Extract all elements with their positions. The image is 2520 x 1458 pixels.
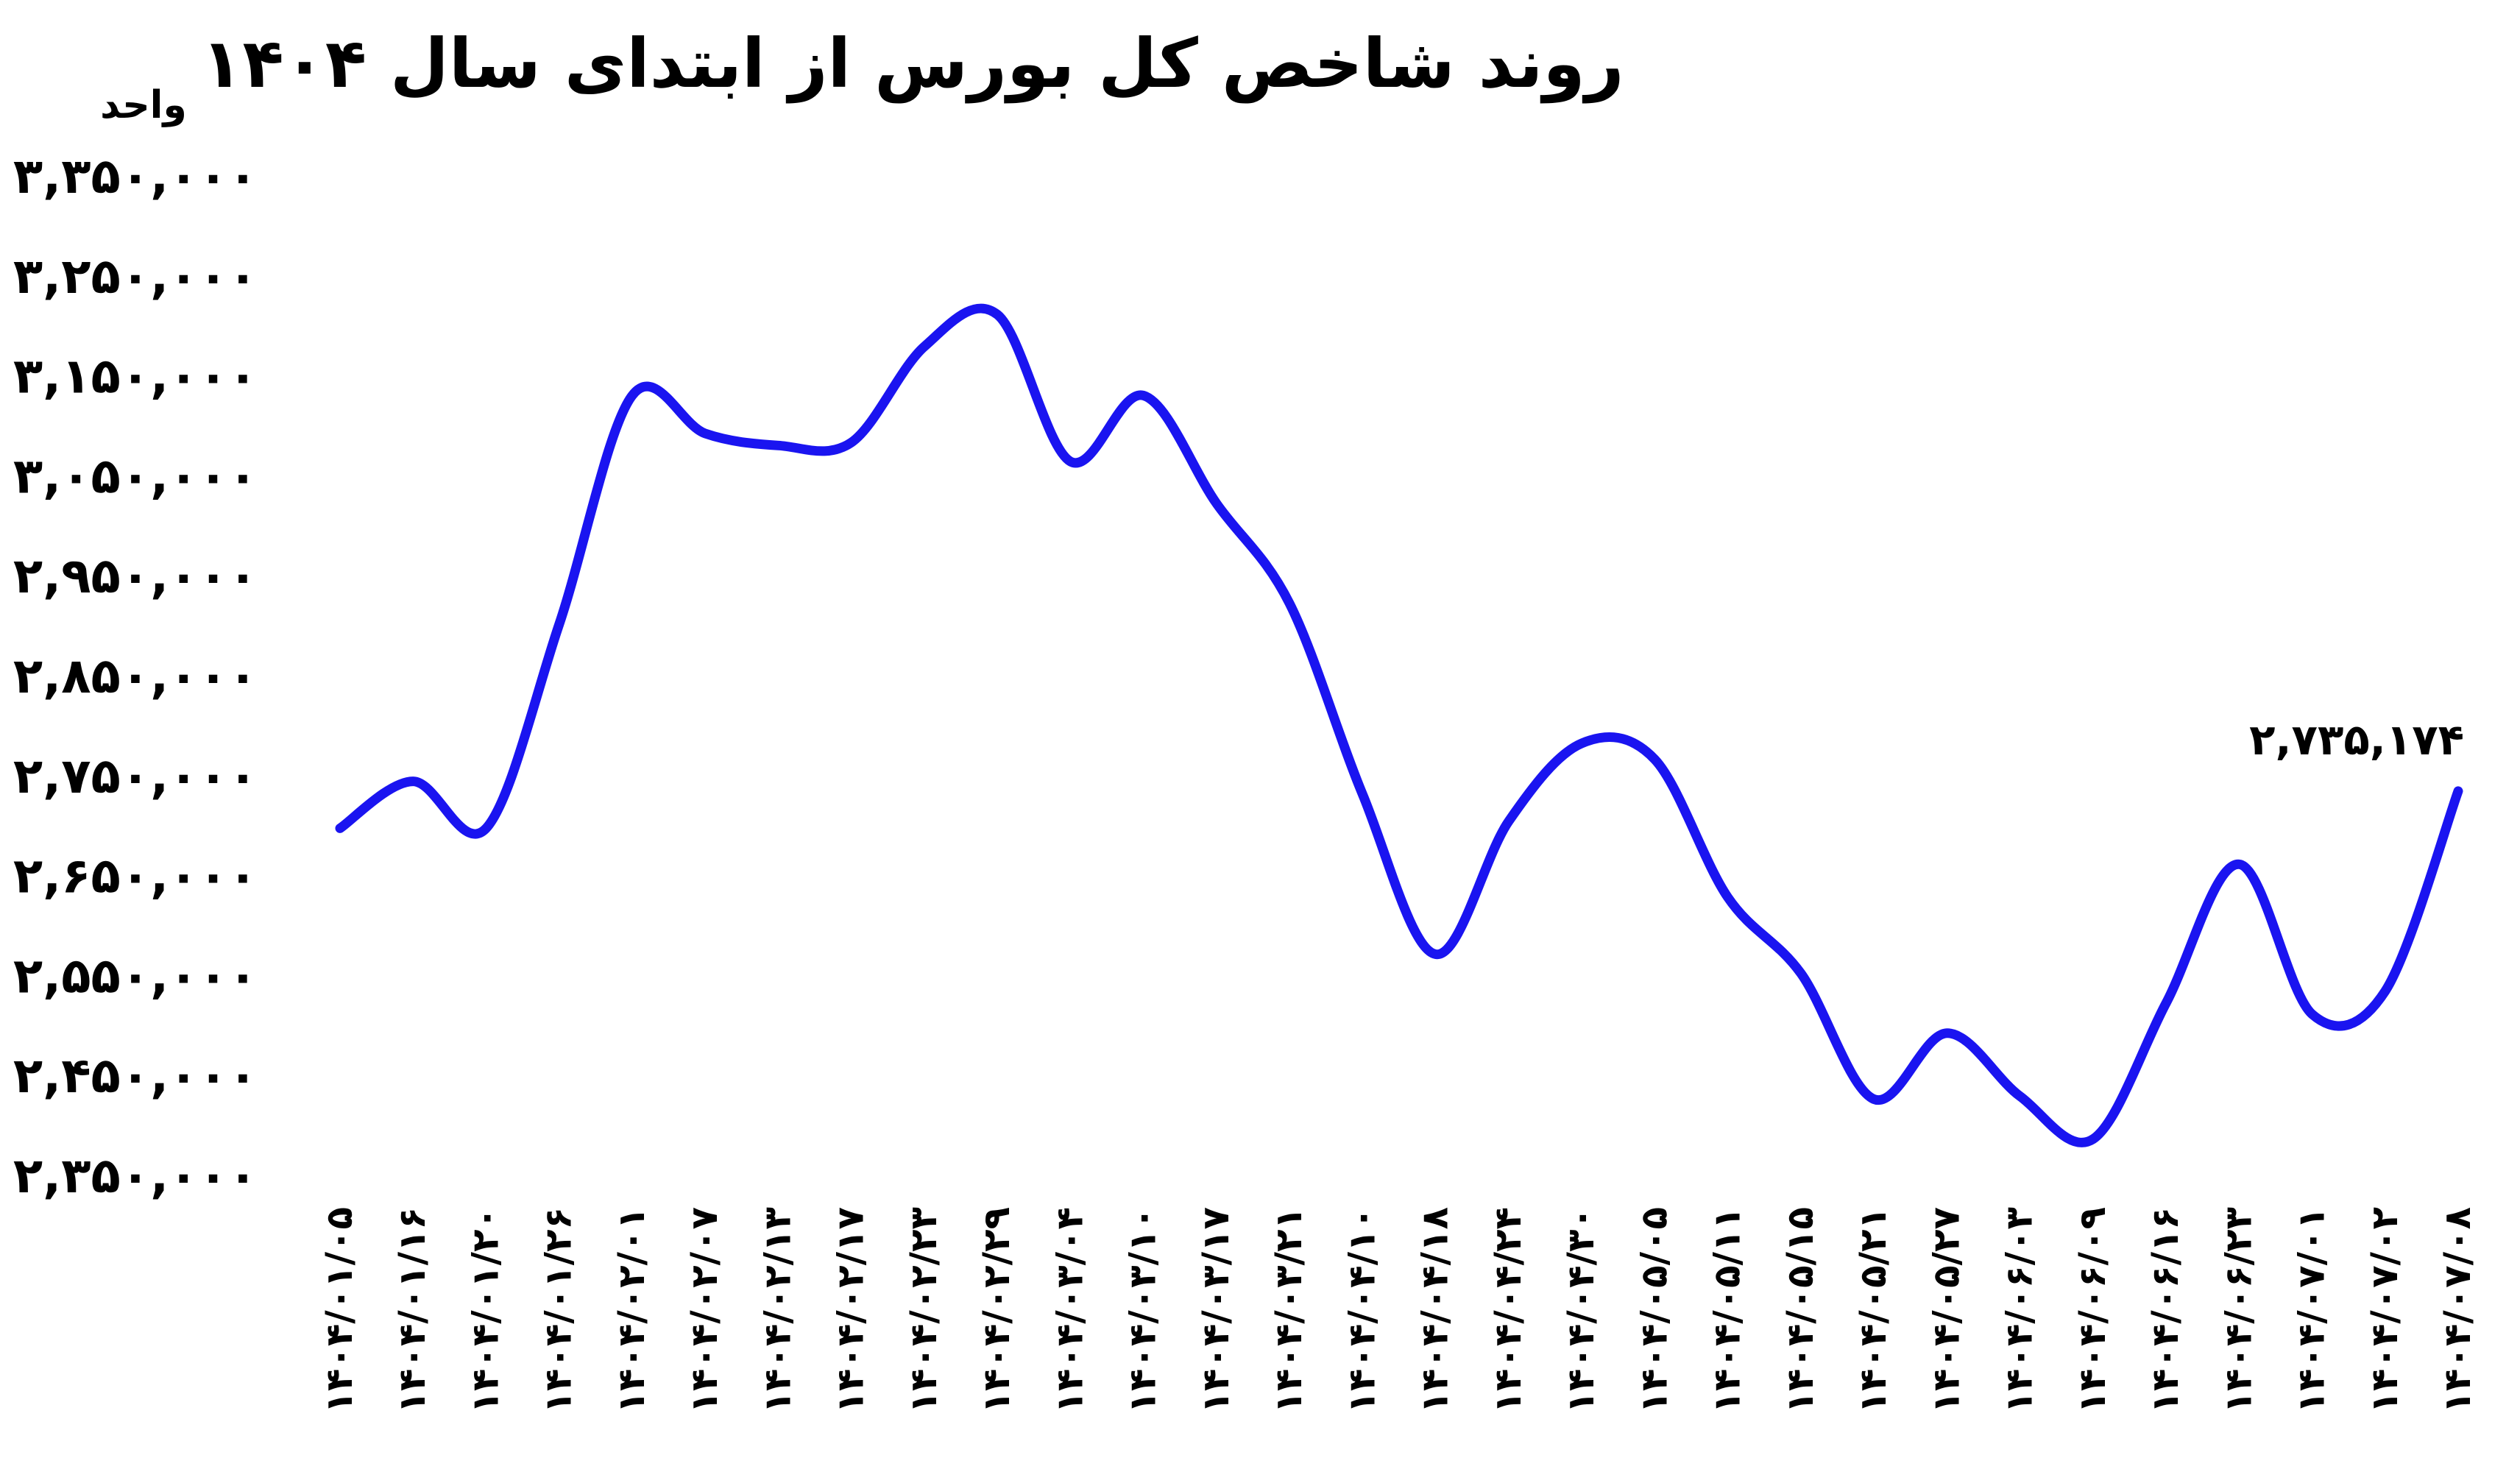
x-tick-label: ۱۴۰۴/۰۲/۰۷ <box>683 1207 726 1414</box>
data-point <box>2162 999 2170 1008</box>
data-point <box>993 310 1002 319</box>
y-tick-label: ۳,۰۵۰,۰۰۰ <box>13 447 258 504</box>
data-point <box>1431 950 1440 959</box>
plot-area: ۲,۷۳۵,۱۷۴ <box>335 303 2464 1147</box>
data-point <box>1504 817 1513 826</box>
x-tick-label: ۱۴۰۴/۰۶/۰۹ <box>2071 1207 2114 1414</box>
data-point <box>1358 790 1367 799</box>
data-point <box>1139 391 1148 400</box>
data-point <box>1577 739 1586 748</box>
data-point <box>847 438 856 447</box>
data-point <box>1724 893 1733 902</box>
x-tick-label: ۱۴۰۴/۰۶/۲۳ <box>2217 1207 2259 1414</box>
x-tick-label: ۱۴۰۴/۰۶/۰۳ <box>1998 1207 2041 1414</box>
x-tick-label: ۱۴۰۴/۰۲/۱۷ <box>829 1207 872 1414</box>
data-point <box>774 441 782 450</box>
data-point <box>1650 755 1659 764</box>
data-point <box>1285 599 1294 608</box>
data-point <box>2308 1010 2317 1019</box>
y-tick-label: ۲,۶۵۰,۰۰۰ <box>13 848 258 905</box>
x-tick-label: ۱۴۰۴/۰۶/۱۶ <box>2144 1207 2187 1414</box>
data-point <box>701 429 709 438</box>
y-tick-label: ۲,۸۵۰,۰۰۰ <box>13 648 258 704</box>
y-tick-label: ۲,۳۵۰,۰۰۰ <box>13 1147 258 1204</box>
y-tick-label: ۲,۹۵۰,۰۰۰ <box>13 548 258 604</box>
x-tick-label: ۱۴۰۴/۰۴/۳۰ <box>1560 1207 1602 1414</box>
data-point <box>481 824 490 832</box>
x-tick-label: ۱۴۰۴/۰۳/۲۱ <box>1267 1207 1310 1414</box>
data-point <box>2016 1091 2025 1100</box>
y-tick-label: ۳,۳۵۰,۰۰۰ <box>13 148 258 205</box>
data-point <box>336 824 344 832</box>
data-point <box>1869 1094 1878 1103</box>
x-tick-label: ۱۴۰۴/۰۴/۱۸ <box>1414 1207 1457 1414</box>
x-tick-label: ۱۴۰۴/۰۵/۰۵ <box>1632 1207 1675 1414</box>
x-tick-label: ۱۴۰۴/۰۷/۰۸ <box>2436 1207 2479 1414</box>
x-tick-label: ۱۴۰۴/۰۲/۲۹ <box>975 1207 1018 1414</box>
x-tick-label: ۱۴۰۴/۰۴/۲۴ <box>1487 1207 1529 1414</box>
x-tick-label: ۱۴۰۴/۰۱/۲۶ <box>537 1207 580 1414</box>
x-tick-label: ۱۴۰۴/۰۳/۱۷ <box>1194 1207 1237 1414</box>
y-tick-label: ۳,۲۵۰,۰۰۰ <box>13 248 258 305</box>
chart-title: روند شاخص کل بورس از ابتدای سال ۱۴۰۴ <box>201 24 1624 104</box>
last-value-label: ۲,۷۳۵,۱۷۴ <box>2249 715 2464 765</box>
data-point <box>1797 969 1805 977</box>
y-tick-label: ۲,۵۵۰,۰۰۰ <box>13 947 258 1004</box>
x-tick-label: ۱۴۰۴/۰۵/۱۵ <box>1779 1207 1822 1414</box>
x-tick-label: ۱۴۰۴/۰۵/۲۷ <box>1925 1207 1967 1414</box>
y-tick-label: ۲,۷۵۰,۰۰۰ <box>13 748 258 804</box>
data-point <box>2089 1135 2098 1144</box>
data-point <box>555 620 564 629</box>
index-series-line <box>335 303 2463 1147</box>
x-tick-label: ۱۴۰۴/۰۲/۰۱ <box>610 1207 653 1414</box>
data-point <box>1212 499 1221 508</box>
y-axis-ticks: ۲,۳۵۰,۰۰۰ ۲,۴۵۰,۰۰۰ ۲,۵۵۰,۰۰۰ ۲,۶۵۰,۰۰۰ ۲,۷۵… <box>13 148 258 1204</box>
x-tick-label: ۱۴۰۴/۰۷/۰۱ <box>2290 1207 2333 1414</box>
x-tick-label: ۱۴۰۴/۰۱/۰۵ <box>318 1207 361 1414</box>
x-tick-label: ۱۴۰۴/۰۳/۱۰ <box>1122 1207 1164 1414</box>
x-tick-label: ۱۴۰۴/۰۷/۰۲ <box>2363 1207 2406 1414</box>
x-tick-label: ۱۴۰۴/۰۵/۲۱ <box>1852 1207 1894 1414</box>
x-tick-label: ۱۴۰۴/۰۲/۱۳ <box>756 1207 799 1414</box>
data-point <box>2454 787 2463 796</box>
y-axis-unit-label: واحد <box>100 83 187 127</box>
x-tick-label: ۱۴۰۴/۰۳/۰۴ <box>1048 1207 1091 1414</box>
x-tick-label: ۱۴۰۴/۰۲/۲۳ <box>902 1207 945 1414</box>
data-point <box>1942 1029 1951 1038</box>
data-point <box>2234 860 2243 868</box>
x-axis-ticks: ۱۴۰۴/۰۱/۰۵ ۱۴۰۴/۰۱/۱۶ ۱۴۰۴/۰۱/۲۰ ۱۴۰۴/۰۱/۲۶… <box>318 1207 2479 1414</box>
y-tick-label: ۳,۱۵۰,۰۰۰ <box>13 348 258 405</box>
y-tick-label: ۲,۴۵۰,۰۰۰ <box>13 1047 258 1104</box>
x-tick-label: ۱۴۰۴/۰۱/۱۶ <box>391 1207 433 1414</box>
data-point <box>920 342 929 351</box>
x-tick-label: ۱۴۰۴/۰۵/۱۱ <box>1706 1207 1749 1414</box>
data-point <box>628 391 637 400</box>
data-point <box>2381 987 2390 996</box>
data-point <box>1066 457 1075 466</box>
data-point <box>408 777 417 786</box>
x-tick-label: ۱۴۰۴/۰۱/۲۰ <box>464 1207 506 1414</box>
x-tick-label: ۱۴۰۴/۰۴/۱۰ <box>1340 1207 1383 1414</box>
